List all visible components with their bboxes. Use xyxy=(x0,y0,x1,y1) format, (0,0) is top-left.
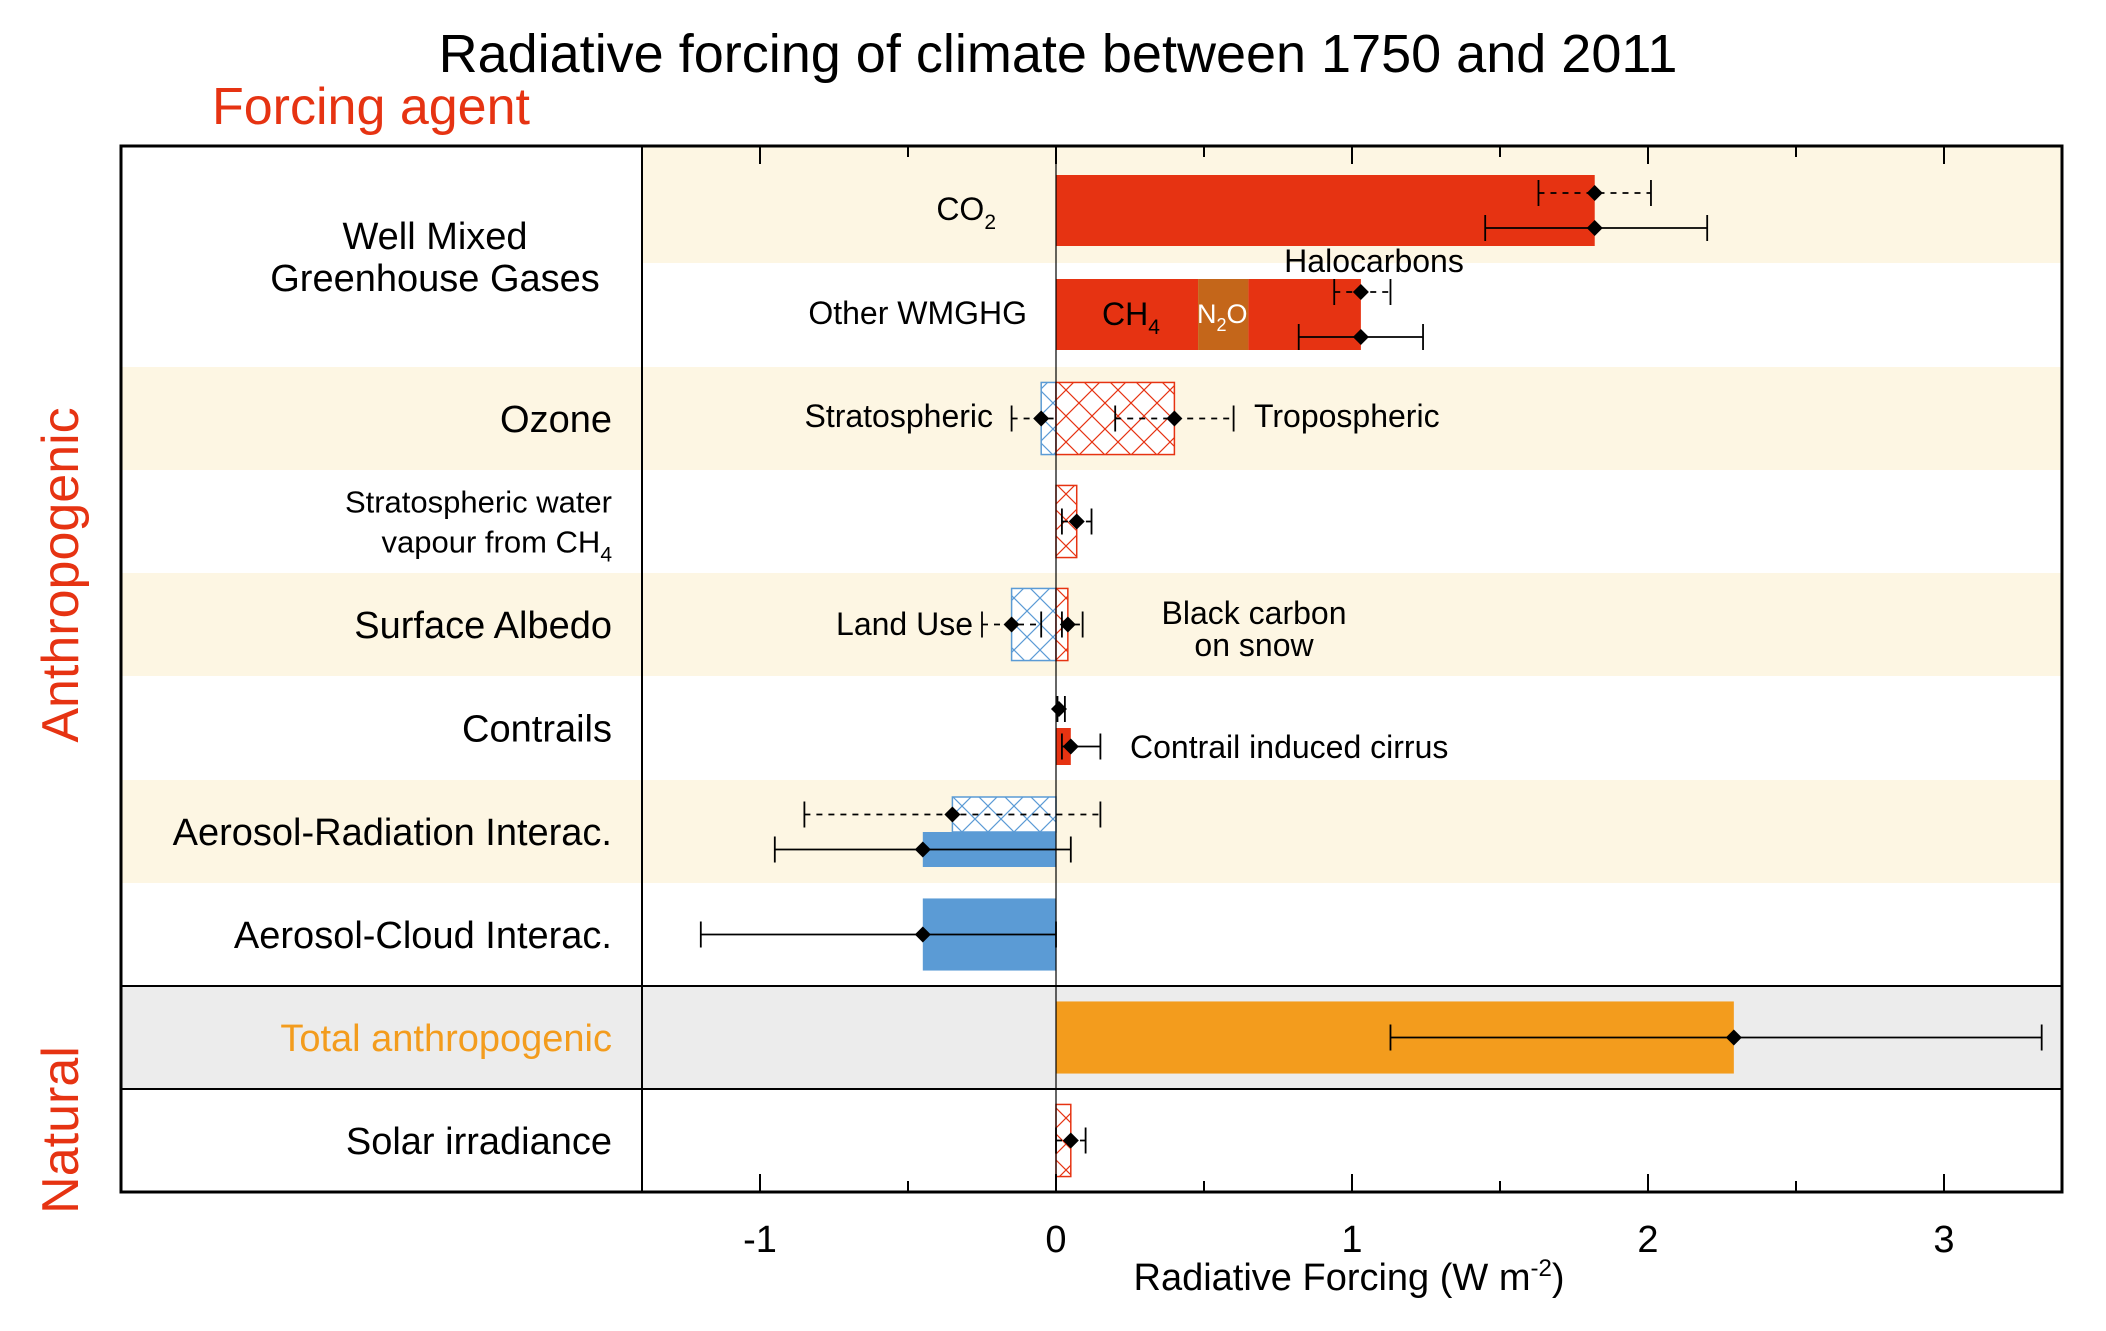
bar-co2-emission-best xyxy=(1586,185,1603,201)
x-tick-label-3: 2 xyxy=(1637,1219,1658,1261)
row-label-8-line-0: Solar irradiance xyxy=(346,1121,612,1163)
x-tick-label-2: 1 xyxy=(1341,1219,1362,1261)
bar-stratospheric-water-vapour-best xyxy=(1068,513,1085,530)
row-label-7-line-0: Total anthropogenic xyxy=(280,1018,612,1060)
tropospheric-label: Tropospheric xyxy=(1254,398,1440,434)
band-row-5 xyxy=(121,780,2062,883)
bar-other-wmghg-abundance-best xyxy=(1352,329,1369,345)
row-label-2-sub: 4 xyxy=(600,543,612,566)
bar-other-wmghg-segment-0 xyxy=(1056,279,1199,350)
x-tick-label-0: -1 xyxy=(743,1219,777,1261)
plot-frame xyxy=(119,144,2064,1194)
x-axis: -1 0 1 2 3 xyxy=(119,144,2064,1261)
chart-marks xyxy=(699,175,2043,1178)
bar-aerosol-radiation-emission-hatch xyxy=(952,797,1056,832)
bar-co2-abundance-best xyxy=(1586,220,1603,236)
land-use-label: Land Use xyxy=(836,606,973,642)
bar-black-carbon-on-snow-best xyxy=(1059,616,1076,633)
ch4-label: CH4 xyxy=(1102,296,1160,339)
bar-other-wmghg-segment-2 xyxy=(1248,279,1361,350)
bar-aerosol-cloud-best xyxy=(914,926,931,943)
band-row-3 xyxy=(121,573,2062,676)
chart-title: Radiative forcing of climate between 175… xyxy=(439,24,1678,84)
row-label-3-line-0: Surface Albedo xyxy=(354,605,612,647)
bar-aerosol-radiation-best xyxy=(914,841,931,858)
n2o-label: N2O xyxy=(1197,299,1248,335)
row-label-4-line-0: Contrails xyxy=(462,708,612,750)
row-label-0-line-0: Well Mixed xyxy=(342,216,527,258)
other-wmghg-label: Other WMGHG xyxy=(808,295,1027,331)
x-tick-label-4: 3 xyxy=(1933,1219,1954,1261)
halocarbons-label: Halocarbons xyxy=(1284,243,1464,279)
row-label-6-line-0: Aerosol-Cloud Interac. xyxy=(234,915,612,957)
x-tick-label-1: 0 xyxy=(1045,1219,1066,1261)
inner-labels: CO2 Other WMGHG Halocarbons CH4 N2O Stra… xyxy=(804,191,1463,765)
group-label-natural: Natural xyxy=(32,1046,90,1214)
bar-tropospheric-ozone-best xyxy=(1166,410,1183,427)
bar-co2-segment-0 xyxy=(1056,175,1595,246)
black-carbon-label-1: Black carbon xyxy=(1162,595,1347,631)
group-label-anthropogenic: Anthropogenic xyxy=(32,407,90,742)
band-wmghg-label xyxy=(121,146,642,367)
bar-contrails-best xyxy=(1050,701,1067,717)
co2-label: CO2 xyxy=(936,191,996,234)
black-carbon-label-2: on snow xyxy=(1194,627,1314,663)
bar-solar-irradiance-best xyxy=(1062,1132,1079,1149)
bar-aerosol-radiation-emission-best xyxy=(944,806,961,823)
row-label-5-line-0: Aerosol-Radiation Interac. xyxy=(173,812,612,854)
column-header: Forcing agent xyxy=(212,78,531,136)
bar-stratospheric-ozone-best xyxy=(1033,410,1050,427)
stratospheric-label: Stratospheric xyxy=(804,398,993,434)
bar-contrail-induced-cirrus-best xyxy=(1062,738,1079,755)
x-axis-label: Radiative Forcing (W m-2) xyxy=(1134,1255,1565,1299)
row-label-2-line-1: vapour from CH4 xyxy=(382,524,613,566)
bar-total-anthropogenic-best xyxy=(1725,1029,1742,1046)
row-label-0-line-1: Greenhouse Gases xyxy=(270,258,600,300)
bar-land-use-best xyxy=(1003,616,1020,633)
bar-other-wmghg-emission-best xyxy=(1352,284,1369,300)
contrail-cirrus-label: Contrail induced cirrus xyxy=(1130,729,1448,765)
row-label-1-line-0: Ozone xyxy=(500,399,612,441)
bar-other-wmghg-segment-1 xyxy=(1198,279,1249,350)
row-label-2-line-0: Stratospheric water xyxy=(345,484,612,519)
